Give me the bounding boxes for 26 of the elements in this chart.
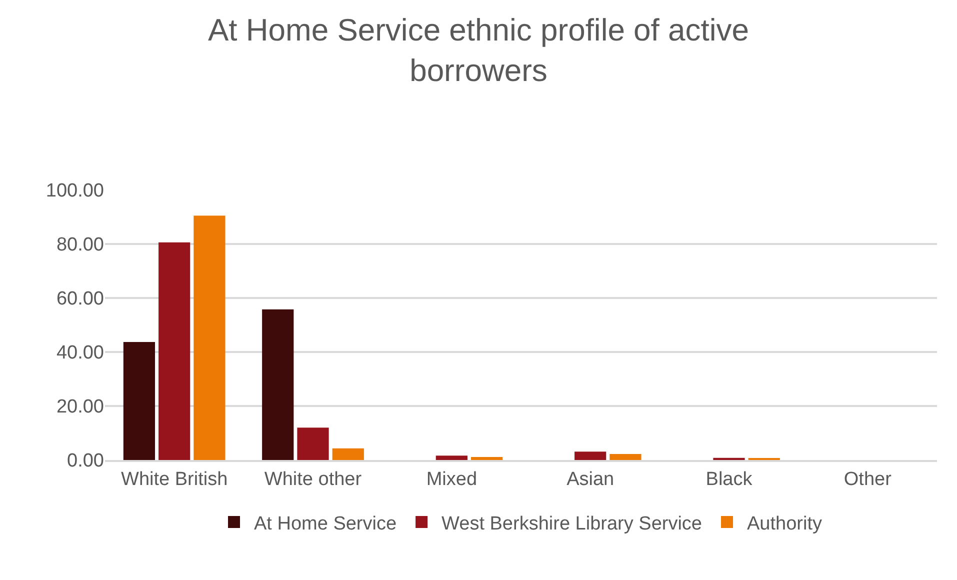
- bar: [123, 342, 156, 460]
- y-tick-label: 40.00: [56, 342, 104, 364]
- bar: [436, 456, 468, 460]
- bar: [332, 448, 364, 460]
- legend-label: Authority: [747, 513, 822, 534]
- chart-title: At Home Service ethnic profile of active borrowers: [208, 12, 750, 88]
- x-tick-label: Asian: [566, 468, 614, 490]
- bar: [574, 452, 606, 460]
- bar: [262, 309, 294, 460]
- legend-label: West Berkshire Library Service: [442, 513, 702, 534]
- bar: [194, 216, 226, 460]
- bar: [610, 454, 642, 460]
- bar: [297, 428, 329, 460]
- bar: [158, 242, 190, 460]
- y-tick-label: 60.00: [56, 288, 104, 310]
- x-tick-label: Other: [844, 468, 892, 490]
- bar: [470, 457, 503, 460]
- y-tick-label: 20.00: [56, 396, 104, 418]
- y-tick-label: 80.00: [56, 234, 104, 256]
- legend-label: At Home Service: [254, 513, 397, 534]
- y-tick-label: 0.00: [67, 450, 104, 472]
- x-tick-label: Black: [706, 468, 753, 490]
- x-tick-label: Mixed: [426, 468, 478, 490]
- y-tick-label: 100.00: [46, 180, 104, 202]
- x-tick-label: White other: [264, 468, 362, 490]
- x-tick-label: White British: [121, 468, 228, 490]
